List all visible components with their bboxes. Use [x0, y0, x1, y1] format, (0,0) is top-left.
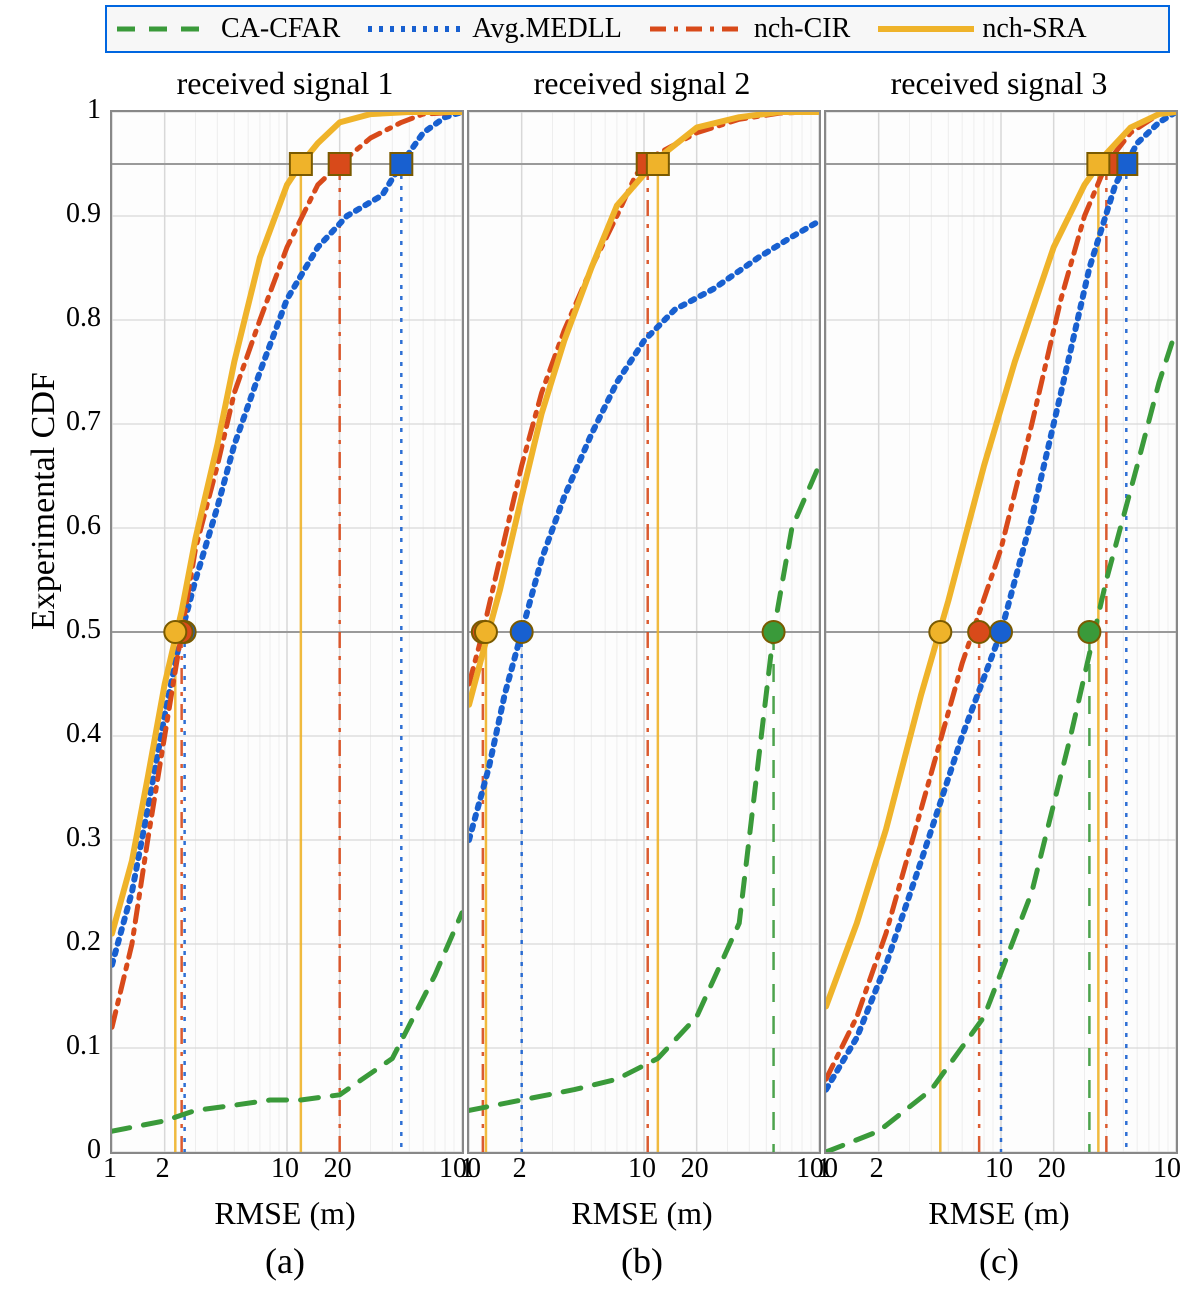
panel-subcaption: (a) — [110, 1240, 460, 1282]
y-tick-label: 0.1 — [41, 1030, 101, 1062]
x-tick-label: 10 — [271, 1153, 299, 1185]
y-tick-label: 0.3 — [41, 822, 101, 854]
x-tick-label: 2 — [513, 1153, 527, 1185]
x-tick-label: 10 — [628, 1153, 656, 1185]
legend-item-nch-sra: nch-SRA — [878, 13, 1086, 45]
x-tick-label: 10 — [985, 1153, 1013, 1185]
plot-area — [467, 110, 821, 1154]
legend-label: nch-SRA — [982, 13, 1086, 45]
x-tick-label: 20 — [324, 1153, 352, 1185]
x-tick-label: 1 — [460, 1153, 474, 1185]
panel-subcaption: (b) — [467, 1240, 817, 1282]
x-tick-label: 20 — [681, 1153, 709, 1185]
y-tick-label: 0.2 — [41, 926, 101, 958]
panel-b: received signal 2121020100RMSE (m)(b) — [467, 110, 817, 1150]
figure-root: CA-CFARAvg.MEDLLnch-CIRnch-SRA Experimen… — [0, 0, 1181, 1309]
x-tick-label: 1 — [103, 1153, 117, 1185]
legend-item-ca-cfar: CA-CFAR — [117, 13, 340, 45]
y-tick-label: 0.7 — [41, 406, 101, 438]
x-tick-label: 1 — [817, 1153, 831, 1185]
y-tick-label: 0.9 — [41, 198, 101, 230]
y-tick-label: 0 — [41, 1134, 101, 1166]
legend-item-avg-medll: Avg.MEDLL — [368, 13, 622, 45]
y-tick-label: 0.6 — [41, 510, 101, 542]
x-axis-label: RMSE (m) — [824, 1195, 1174, 1232]
panel-title: received signal 1 — [110, 65, 460, 102]
legend-label: nch-CIR — [754, 13, 850, 45]
legend-item-nch-cir: nch-CIR — [650, 13, 850, 45]
panel-c: received signal 3121020100RMSE (m)(c) — [824, 110, 1174, 1150]
y-tick-label: 0.5 — [41, 614, 101, 646]
legend: CA-CFAR Avg.MEDLL nch-CIR nch-SRA — [105, 5, 1170, 53]
plot-area — [110, 110, 464, 1154]
panel-title: received signal 2 — [467, 65, 817, 102]
panel-subcaption: (c) — [824, 1240, 1174, 1282]
x-axis-label: RMSE (m) — [110, 1195, 460, 1232]
plot-area — [824, 110, 1178, 1154]
x-tick-label: 100 — [1153, 1153, 1181, 1185]
panels-container: received signal 1121020100RMSE (m)(a)rec… — [110, 110, 1181, 1150]
x-tick-label: 2 — [870, 1153, 884, 1185]
y-tick-label: 1 — [41, 94, 101, 126]
legend-label: CA-CFAR — [221, 13, 340, 45]
x-axis-label: RMSE (m) — [467, 1195, 817, 1232]
y-tick-label: 0.8 — [41, 302, 101, 334]
y-tick-label: 0.4 — [41, 718, 101, 750]
x-tick-label: 2 — [156, 1153, 170, 1185]
legend-label: Avg.MEDLL — [472, 13, 622, 45]
x-tick-label: 20 — [1038, 1153, 1066, 1185]
panel-a: received signal 1121020100RMSE (m)(a) — [110, 110, 460, 1150]
panel-title: received signal 3 — [824, 65, 1174, 102]
